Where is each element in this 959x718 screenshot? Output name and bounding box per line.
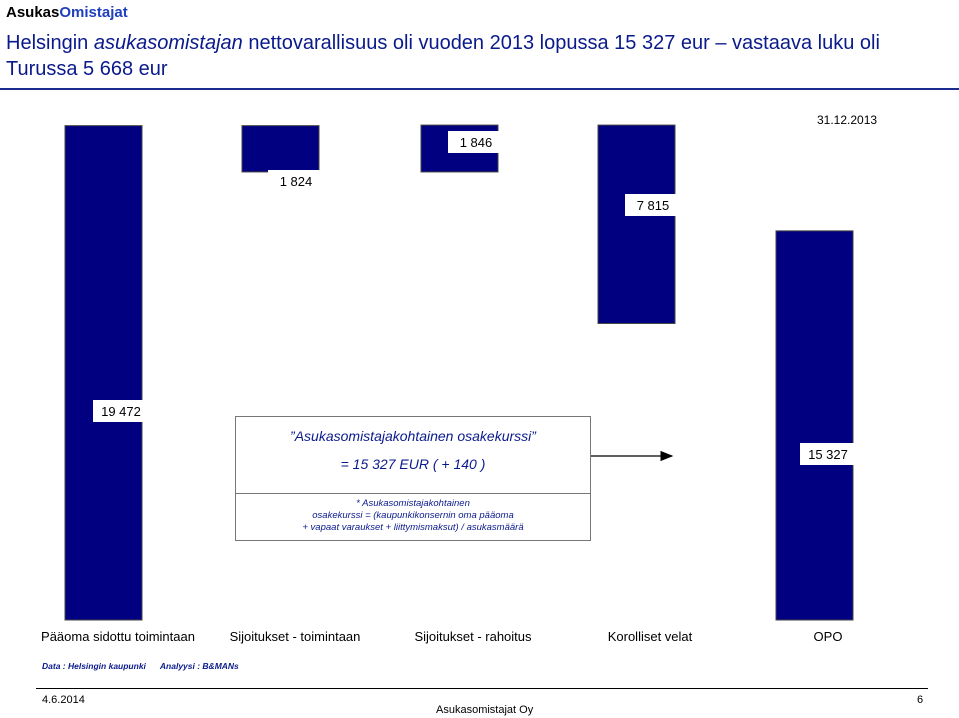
category-label-1: Sijoitukset - toimintaan (230, 629, 361, 644)
note-def2: osakekurssi = (kaupunkikonsernin oma pää… (312, 510, 514, 521)
value-label-1: 1 824 (280, 174, 313, 189)
title-separator (0, 88, 959, 90)
footer-company: Asukasomistajat Oy (436, 704, 534, 716)
value-label-box-2 (448, 131, 504, 153)
value-label-0: 19 472 (101, 404, 141, 419)
title-pre: Helsingin (6, 32, 94, 54)
footer-date: 4.6.2014 (42, 694, 85, 706)
value-label-4: 15 327 (808, 447, 848, 462)
bar-4 (775, 230, 854, 621)
note-line2: = 15 327 EUR ( + 140 ) (340, 456, 486, 472)
source-data: Data : Helsingin kaupunki (42, 661, 146, 671)
value-label-box-4 (800, 443, 856, 465)
category-label-4: OPO (814, 629, 843, 644)
definition-note: ”Asukasomistajakohtainen osakekurssi” = … (235, 416, 591, 541)
note-definition: * Asukasomistajakohtainen osakekurssi = … (235, 494, 591, 541)
note-line1: ”Asukasomistajakohtainen osakekurssi” (290, 428, 536, 444)
title-post: nettovarallisuus oli vuoden 2013 lopussa… (6, 32, 880, 80)
value-label-3: 7 815 (637, 198, 670, 213)
date-label: 31.12.2013 (817, 113, 878, 127)
note-def1: * Asukasomistajakohtainen (356, 498, 470, 509)
bar-3 (597, 124, 676, 324)
category-label-0: Pääoma sidottu toimintaan (41, 629, 195, 644)
brand-part1: Asukas (6, 4, 60, 21)
brand-part2: Omistajat (59, 4, 128, 21)
source-analysis: Analyysi : B&MANs (159, 661, 239, 671)
bar-1 (241, 125, 320, 173)
footer-page-number: 6 (917, 694, 924, 706)
value-label-2: 1 846 (460, 135, 493, 150)
category-label-3: Korolliset velat (608, 629, 693, 644)
note-header: ”Asukasomistajakohtainen osakekurssi” = … (235, 416, 591, 494)
category-label-2: Sijoitukset - rahoitus (414, 629, 532, 644)
title-emphasis: asukasomistajan (93, 32, 243, 54)
value-label-box-3 (625, 194, 681, 216)
footer-rule (36, 688, 928, 689)
value-label-box-1 (268, 170, 324, 192)
value-label-box-0 (93, 400, 149, 422)
brand-logo: AsukasOmistajat (6, 4, 128, 21)
slide-title: Helsingin asukasomistajan nettovarallisu… (6, 30, 946, 82)
source-note: Data : Helsingin kaupunki Analyysi : B&MA… (42, 661, 253, 671)
bar-0 (64, 125, 143, 621)
note-def3: + vapaat varaukset + liittymismaksut) / … (302, 522, 524, 533)
